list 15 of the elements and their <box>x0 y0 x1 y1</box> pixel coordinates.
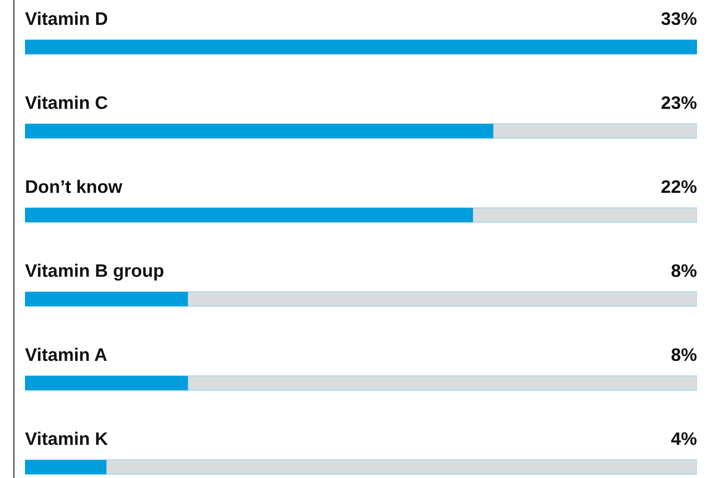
y-tick-label: Vitamin K <box>25 432 108 446</box>
data-label: 22% <box>661 180 697 193</box>
y-tick-label: Vitamin D <box>25 12 108 26</box>
data-label: 4% <box>671 432 697 446</box>
y-tick-label: Don’t know <box>26 180 122 194</box>
bar <box>25 292 188 306</box>
y-tick-label: Vitamin A <box>25 348 107 362</box>
bar <box>25 376 188 390</box>
data-label: 23% <box>661 96 697 110</box>
y-tick-label: Vitamin C <box>25 96 108 110</box>
bar <box>25 460 106 474</box>
y-tick-label: Vitamin B group <box>25 264 164 281</box>
data-label: 8% <box>671 348 697 362</box>
data-label: 8% <box>671 264 697 278</box>
data-label: 33% <box>661 12 697 26</box>
